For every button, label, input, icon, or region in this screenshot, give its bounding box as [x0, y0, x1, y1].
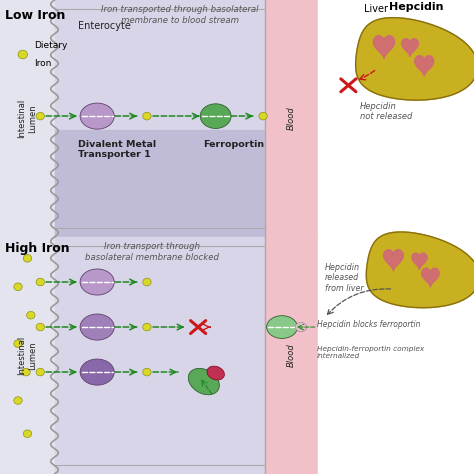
Bar	[55, 130, 265, 237]
Text: Hepcidin
not released: Hepcidin not released	[360, 102, 412, 121]
Text: Ferroportin: Ferroportin	[203, 140, 264, 149]
Ellipse shape	[80, 269, 114, 295]
Ellipse shape	[23, 430, 32, 438]
Ellipse shape	[36, 112, 45, 120]
Polygon shape	[412, 253, 427, 269]
Ellipse shape	[295, 322, 307, 332]
Ellipse shape	[143, 368, 151, 376]
Polygon shape	[366, 232, 474, 308]
Ellipse shape	[36, 278, 45, 286]
Bar	[265, 0, 318, 237]
Ellipse shape	[14, 340, 22, 347]
Ellipse shape	[266, 316, 297, 338]
Ellipse shape	[143, 323, 151, 331]
Bar	[318, 0, 474, 237]
Text: Hepcidin-ferroportin complex
internalized: Hepcidin-ferroportin complex internalize…	[317, 346, 424, 359]
Polygon shape	[401, 39, 419, 56]
Polygon shape	[422, 268, 439, 287]
Ellipse shape	[188, 368, 219, 395]
Ellipse shape	[80, 314, 114, 340]
Polygon shape	[374, 36, 394, 58]
Ellipse shape	[18, 50, 27, 59]
Polygon shape	[415, 55, 434, 76]
Bar	[265, 237, 318, 474]
Text: Enterocyte: Enterocyte	[78, 21, 131, 31]
Text: Hepcidin blocks ferroportin: Hepcidin blocks ferroportin	[317, 320, 420, 329]
Text: Intestinal
Lumen: Intestinal Lumen	[18, 99, 36, 138]
Ellipse shape	[36, 323, 45, 331]
Bar	[0, 0, 55, 237]
Text: Iron transport through
basolateral membrane blocked: Iron transport through basolateral membr…	[85, 242, 219, 262]
Ellipse shape	[36, 368, 45, 376]
Ellipse shape	[207, 366, 224, 380]
Text: High Iron: High Iron	[5, 242, 69, 255]
Ellipse shape	[200, 104, 231, 128]
Ellipse shape	[23, 255, 32, 262]
Text: Hepcidin
released
from liver: Hepcidin released from liver	[325, 263, 363, 293]
Polygon shape	[356, 18, 474, 100]
Text: Divalent Metal
Transporter 1: Divalent Metal Transporter 1	[78, 140, 156, 159]
Bar	[0, 237, 55, 474]
Ellipse shape	[143, 278, 151, 286]
Bar	[318, 237, 474, 474]
Ellipse shape	[27, 311, 35, 319]
Text: Dietary: Dietary	[34, 41, 67, 50]
Text: Low Iron: Low Iron	[5, 9, 65, 22]
Text: Blood: Blood	[287, 344, 296, 367]
Ellipse shape	[22, 368, 30, 376]
Ellipse shape	[14, 283, 22, 291]
Ellipse shape	[259, 112, 267, 120]
Ellipse shape	[143, 112, 151, 120]
Bar	[55, 237, 265, 474]
Ellipse shape	[14, 397, 22, 404]
Ellipse shape	[80, 103, 114, 129]
Polygon shape	[383, 250, 403, 271]
Bar	[55, 0, 265, 237]
Text: Iron transported through basolateral
membrane to blood stream: Iron transported through basolateral mem…	[101, 5, 259, 25]
Text: Hepcidin: Hepcidin	[389, 2, 443, 12]
Text: Blood: Blood	[287, 107, 296, 130]
Ellipse shape	[80, 359, 114, 385]
Text: Intestinal
Lumen: Intestinal Lumen	[18, 336, 36, 375]
Text: Liver: Liver	[364, 4, 388, 14]
Text: Iron: Iron	[34, 59, 52, 68]
